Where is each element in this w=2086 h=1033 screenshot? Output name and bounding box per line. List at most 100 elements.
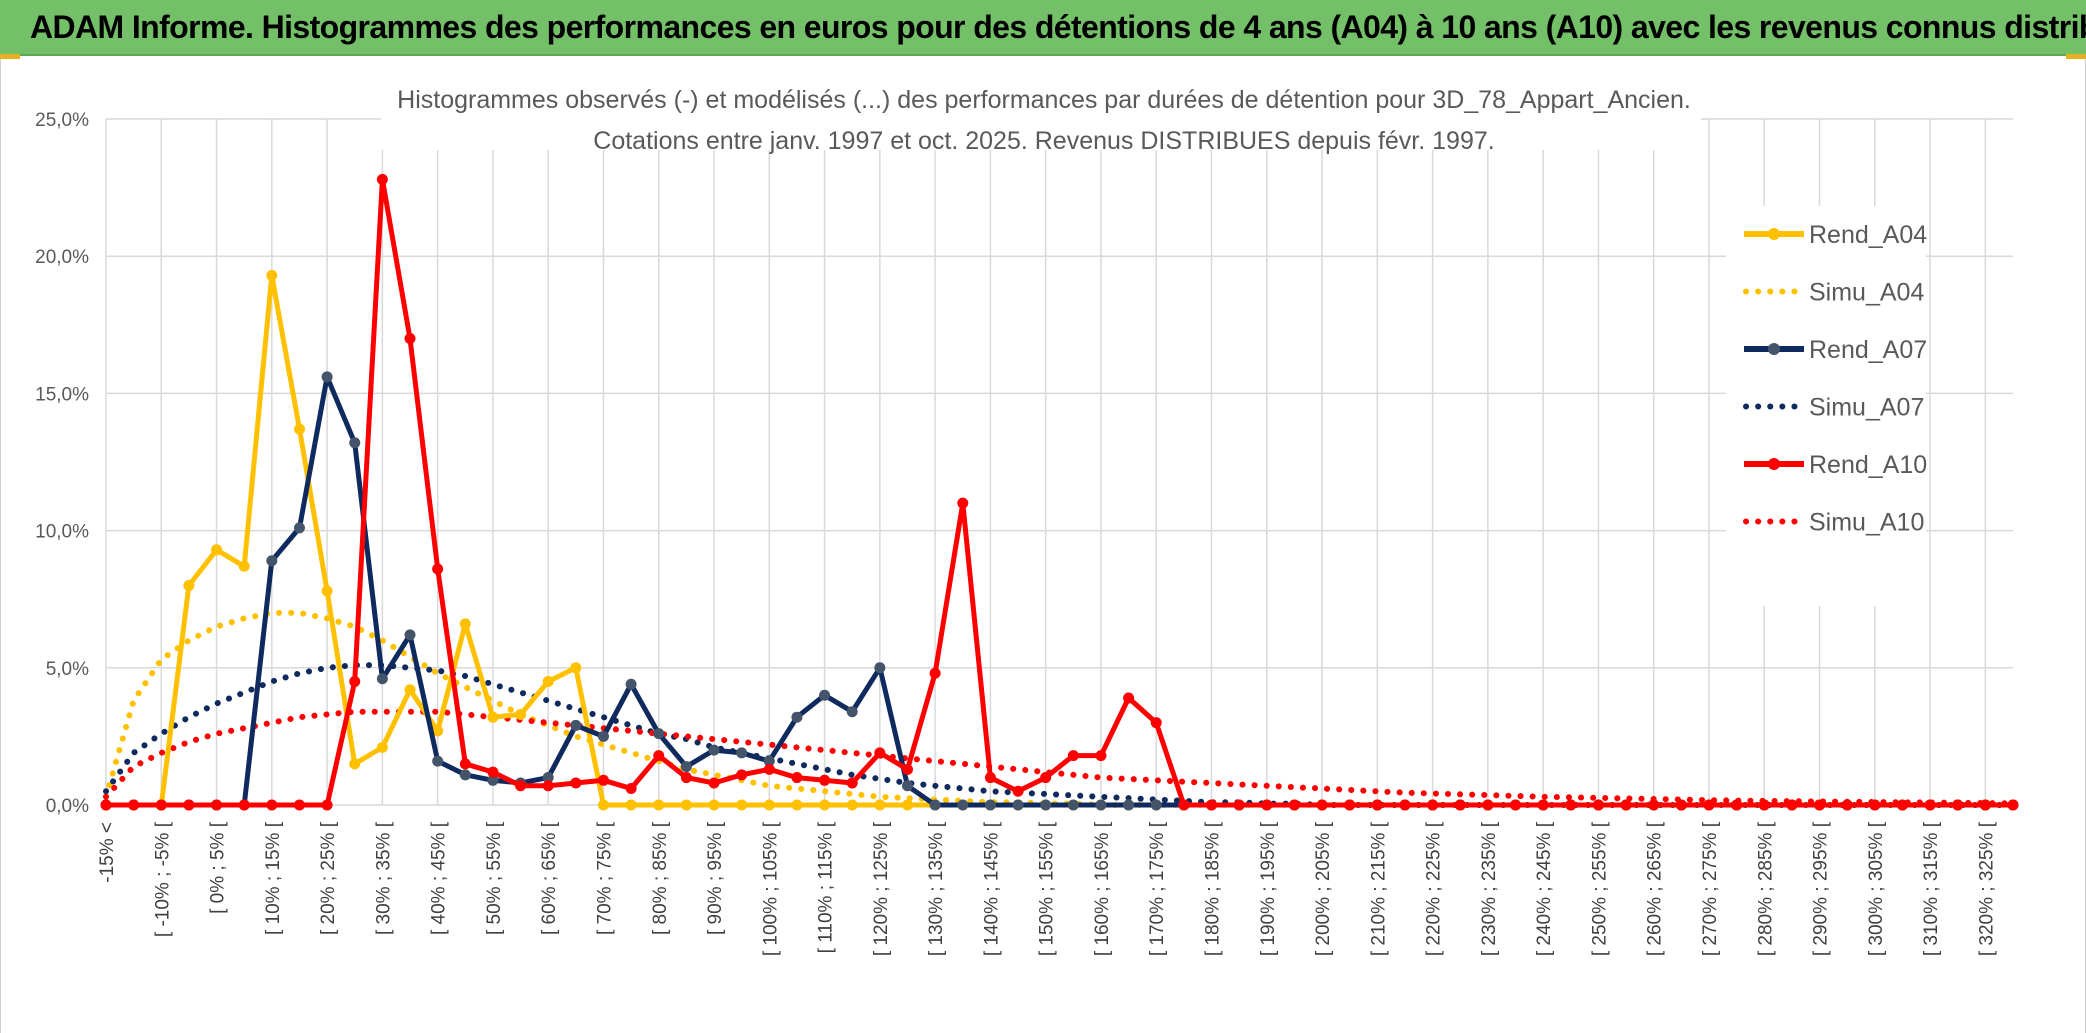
data-point xyxy=(1095,750,1107,762)
x-tick-label: [ 280% ; 285% [ xyxy=(1755,821,1776,956)
data-point xyxy=(1012,785,1024,797)
report-title: ADAM Informe. Histogrammes des performan… xyxy=(30,8,2086,45)
x-tick-label: [ 150% ; 155% [ xyxy=(1037,821,1058,956)
x-tick-label: [ 160% ; 165% [ xyxy=(1092,821,1113,956)
data-point xyxy=(984,772,996,784)
data-point xyxy=(2007,799,2019,811)
x-tick-label: [ 130% ; 135% [ xyxy=(926,821,947,956)
data-point xyxy=(736,799,748,811)
data-point xyxy=(1123,799,1135,811)
series-simu-a07 xyxy=(103,662,2016,808)
data-point xyxy=(1758,799,1770,811)
data-point xyxy=(349,758,361,770)
data-point xyxy=(321,585,333,597)
data-point xyxy=(1979,799,1991,811)
data-point xyxy=(708,744,720,756)
x-tick-label: [ 0% ; 5% [ xyxy=(208,821,229,914)
x-tick-label: [ 240% ; 245% [ xyxy=(1534,821,1555,956)
x-tick-label: [ 100% ; 105% [ xyxy=(760,821,781,956)
data-point xyxy=(1565,799,1577,811)
series-line xyxy=(106,176,2013,808)
data-point xyxy=(653,728,665,740)
data-point xyxy=(708,799,720,811)
legend-label: Simu_A10 xyxy=(1809,509,1924,537)
data-point xyxy=(349,676,361,688)
data-point xyxy=(1592,799,1604,811)
x-tick-label: [ 220% ; 225% [ xyxy=(1424,821,1445,956)
data-point xyxy=(1067,799,1079,811)
data-point xyxy=(349,437,361,449)
data-point xyxy=(376,673,388,685)
data-point xyxy=(763,763,775,775)
data-point xyxy=(211,544,223,556)
legend-marker xyxy=(1768,343,1780,355)
data-point xyxy=(542,772,554,784)
y-tick-label: 10,0% xyxy=(35,522,89,543)
data-point xyxy=(901,780,913,792)
data-point xyxy=(266,269,278,281)
data-point xyxy=(238,799,250,811)
data-point xyxy=(597,799,609,811)
chart-area: 0,0% 5,0% 10,0% 15,0% 20,0% 25,0% -15% < [ -10%… xyxy=(0,56,2086,1033)
x-tick-label: [ 290% ; 295% [ xyxy=(1811,821,1832,956)
data-point xyxy=(266,799,278,811)
performance-histogram-chart: 0,0% 5,0% 10,0% 15,0% 20,0% 25,0% -15% < [ -10%… xyxy=(35,78,2019,956)
x-tick-label: [ 210% ; 215% [ xyxy=(1368,821,1389,956)
data-point xyxy=(874,799,886,811)
data-point xyxy=(376,173,388,185)
data-point xyxy=(321,799,333,811)
data-point xyxy=(542,780,554,792)
data-point xyxy=(680,761,692,773)
data-point xyxy=(1040,772,1052,784)
x-tick-label: [ 200% ; 205% [ xyxy=(1313,821,1334,956)
legend-marker xyxy=(1768,228,1780,240)
legend-label: Rend_A07 xyxy=(1809,336,1927,364)
data-point xyxy=(1537,799,1549,811)
data-point xyxy=(293,799,305,811)
x-tick-label: [ 110% ; 115% [ xyxy=(816,821,837,953)
data-point xyxy=(1206,799,1218,811)
x-tick-label: [ 260% ; 265% [ xyxy=(1645,821,1666,956)
x-tick-label: [ 50% ; 55% [ xyxy=(484,821,505,935)
data-point xyxy=(1233,799,1245,811)
data-point xyxy=(1648,799,1660,811)
series-rend-a10 xyxy=(100,173,2019,811)
data-point xyxy=(1482,799,1494,811)
data-point xyxy=(570,662,582,674)
data-point xyxy=(570,777,582,789)
x-tick-label: [ 70% ; 75% [ xyxy=(594,821,615,935)
data-point xyxy=(819,799,831,811)
data-point xyxy=(929,667,941,679)
data-point xyxy=(128,799,140,811)
data-point xyxy=(293,423,305,435)
x-tick-label: [ 310% ; 315% [ xyxy=(1921,821,1942,956)
data-point xyxy=(487,766,499,778)
data-point xyxy=(653,750,665,762)
corner-marker-left xyxy=(0,54,20,59)
data-point xyxy=(846,777,858,789)
data-point xyxy=(1454,799,1466,811)
legend-item-simu-a07: Simu_A07 xyxy=(1743,394,1924,422)
data-point xyxy=(819,774,831,786)
data-point xyxy=(1150,799,1162,811)
data-point xyxy=(708,777,720,789)
data-point xyxy=(542,676,554,688)
data-point xyxy=(846,706,858,718)
data-point xyxy=(183,799,195,811)
y-tick-label: 25,0% xyxy=(35,110,89,131)
x-tick-label: [ 140% ; 145% [ xyxy=(981,821,1002,956)
x-tick-label: [ 190% ; 195% [ xyxy=(1258,821,1279,956)
x-tick-label: [ 250% ; 255% [ xyxy=(1589,821,1610,956)
data-point xyxy=(376,741,388,753)
data-point xyxy=(680,772,692,784)
data-point xyxy=(1399,799,1411,811)
data-point xyxy=(625,678,637,690)
data-point xyxy=(984,799,996,811)
data-point xyxy=(515,780,527,792)
y-tick-label: 0,0% xyxy=(46,796,89,817)
data-point xyxy=(1869,799,1881,811)
x-tick-label: [ -10% ; -5% [ xyxy=(152,821,173,937)
legend-item-rend-a04: Rend_A04 xyxy=(1744,221,1927,249)
data-point xyxy=(1896,799,1908,811)
data-point xyxy=(293,522,305,534)
